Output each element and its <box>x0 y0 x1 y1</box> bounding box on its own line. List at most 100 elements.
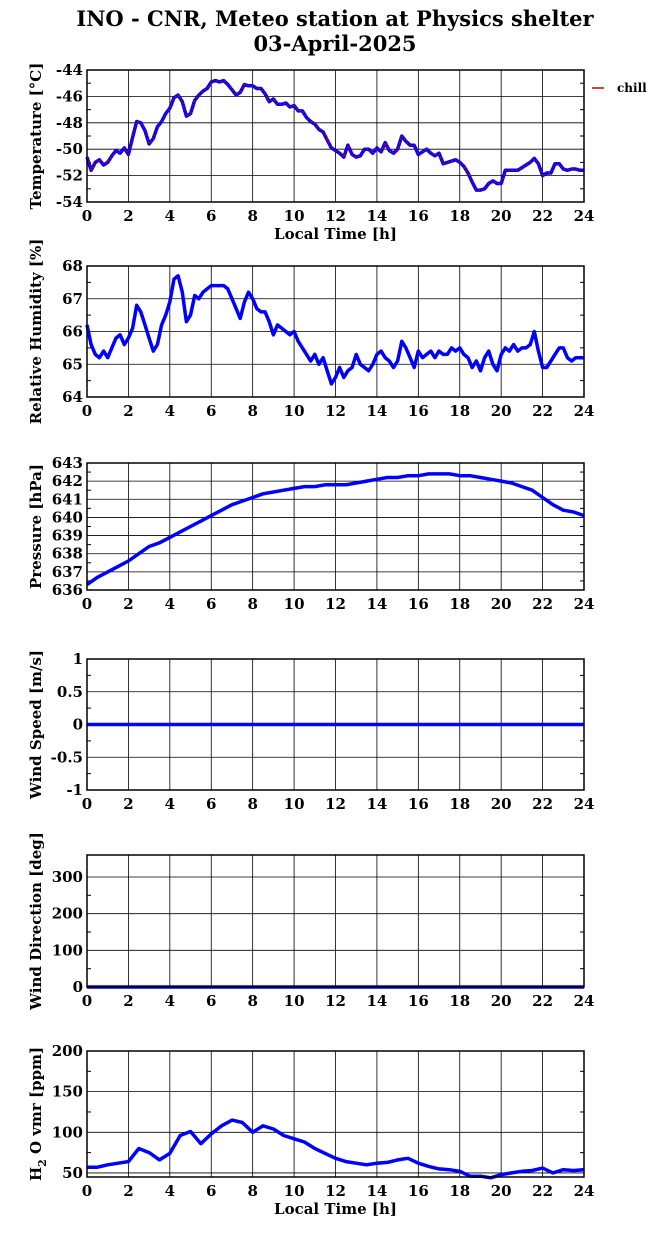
x-axis-title: Local Time [h] <box>274 225 397 243</box>
x-tick-label: 2 <box>123 402 133 420</box>
x-tick-label: 12 <box>325 595 346 613</box>
x-tick-label: 10 <box>284 207 305 225</box>
x-tick-label: 8 <box>247 992 257 1010</box>
x-tick-label: 8 <box>247 402 257 420</box>
y-tick-label: 642 <box>52 472 83 490</box>
x-tick-label: 16 <box>408 795 429 813</box>
y-tick-label: 639 <box>52 527 83 545</box>
plot-frame <box>86 265 585 398</box>
plot-frame <box>86 658 585 791</box>
x-tick-label: 4 <box>165 207 175 225</box>
x-tick-label: 14 <box>366 402 387 420</box>
x-tick-label: 12 <box>325 992 346 1010</box>
plot-frame <box>86 854 585 988</box>
x-tick-label: 20 <box>491 1182 512 1200</box>
x-tick-label: 20 <box>491 795 512 813</box>
x-tick-label: 2 <box>123 207 133 225</box>
x-tick-label: 6 <box>206 207 216 225</box>
legend-label: chill <box>617 81 647 95</box>
x-tick-label: 18 <box>449 402 470 420</box>
x-tick-label: 18 <box>449 992 470 1010</box>
x-tick-label: 0 <box>82 992 92 1010</box>
y-tick-label: 0 <box>73 978 83 996</box>
x-tick-label: 22 <box>532 992 553 1010</box>
x-tick-label: 16 <box>408 402 429 420</box>
x-tick-label: 14 <box>366 795 387 813</box>
x-tick-label: 6 <box>206 402 216 420</box>
x-tick-label: 12 <box>325 402 346 420</box>
y-tick-label: 641 <box>52 490 83 508</box>
x-tick-label: 0 <box>82 207 92 225</box>
y-tick-label: -50 <box>56 140 83 158</box>
x-tick-label: 20 <box>491 595 512 613</box>
x-tick-label: 2 <box>123 992 133 1010</box>
plot-frame <box>86 1050 585 1178</box>
y-tick-label: 67 <box>62 290 83 308</box>
x-tick-label: 24 <box>574 595 595 613</box>
x-tick-label: 14 <box>366 1182 387 1200</box>
y-tick-label: 66 <box>62 323 83 341</box>
x-tick-label: 2 <box>123 595 133 613</box>
figure-title-line1: INO - CNR, Meteo station at Physics shel… <box>76 6 594 31</box>
x-tick-label: 10 <box>284 402 305 420</box>
x-tick-label: 0 <box>82 1182 92 1200</box>
x-tick-label: 22 <box>532 207 553 225</box>
x-axis-title: Local Time [h] <box>274 1200 397 1218</box>
x-tick-label: 20 <box>491 992 512 1010</box>
x-tick-label: 4 <box>165 595 175 613</box>
x-tick-label: 12 <box>325 795 346 813</box>
y-axis-title: H2 O vmr [ppm] <box>27 1047 49 1181</box>
x-tick-label: 24 <box>574 207 595 225</box>
x-tick-label: 14 <box>366 992 387 1010</box>
x-tick-label: 12 <box>325 1182 346 1200</box>
x-tick-label: 4 <box>165 992 175 1010</box>
y-axis-title: Pressure [hPa] <box>27 464 45 589</box>
y-tick-label: -1 <box>66 781 83 799</box>
x-tick-label: 4 <box>165 402 175 420</box>
x-tick-label: 24 <box>574 402 595 420</box>
x-tick-label: 10 <box>284 595 305 613</box>
x-tick-label: 10 <box>284 1182 305 1200</box>
x-tick-label: 8 <box>247 795 257 813</box>
x-tick-label: 24 <box>574 1182 595 1200</box>
x-tick-label: 18 <box>449 795 470 813</box>
x-tick-label: 14 <box>366 595 387 613</box>
x-tick-label: 22 <box>532 595 553 613</box>
figure-title: INO - CNR, Meteo station at Physics shel… <box>0 6 655 56</box>
x-tick-label: 18 <box>449 595 470 613</box>
y-tick-label: 100 <box>52 1123 83 1141</box>
x-tick-label: 0 <box>82 402 92 420</box>
chart-pressure: 0 2 4 6 8 10 12 14 16 18 20 22 246366376386396406416… <box>27 454 594 613</box>
y-tick-label: 200 <box>52 905 83 923</box>
x-tick-label: 22 <box>532 1182 553 1200</box>
y-tick-label: -44 <box>56 61 83 79</box>
x-tick-label: 16 <box>408 992 429 1010</box>
y-tick-label: 0.5 <box>57 683 83 701</box>
y-tick-label: 638 <box>52 545 83 563</box>
x-tick-label: 16 <box>408 1182 429 1200</box>
y-tick-label: 64 <box>62 388 83 406</box>
x-tick-label: 8 <box>247 207 257 225</box>
y-tick-label: 50 <box>62 1164 83 1182</box>
x-tick-label: 0 <box>82 795 92 813</box>
x-tick-label: 2 <box>123 795 133 813</box>
y-tick-label: -0.5 <box>51 748 83 766</box>
plot-frame <box>86 69 585 203</box>
x-tick-label: 10 <box>284 992 305 1010</box>
y-axis-title: Relative Humidity [%] <box>27 239 45 425</box>
plot-frame <box>86 462 585 591</box>
x-tick-label: 12 <box>325 207 346 225</box>
x-tick-label: 18 <box>449 207 470 225</box>
x-tick-label: 10 <box>284 795 305 813</box>
chart-temperature: 0 2 4 6 8 10 12 14 16 18 20 22 24-54-52-50-48-46-44L… <box>27 61 647 243</box>
x-tick-label: 8 <box>247 1182 257 1200</box>
x-tick-label: 6 <box>206 595 216 613</box>
x-tick-label: 2 <box>123 1182 133 1200</box>
x-tick-label: 24 <box>574 992 595 1010</box>
x-tick-label: 16 <box>408 595 429 613</box>
x-tick-label: 16 <box>408 207 429 225</box>
